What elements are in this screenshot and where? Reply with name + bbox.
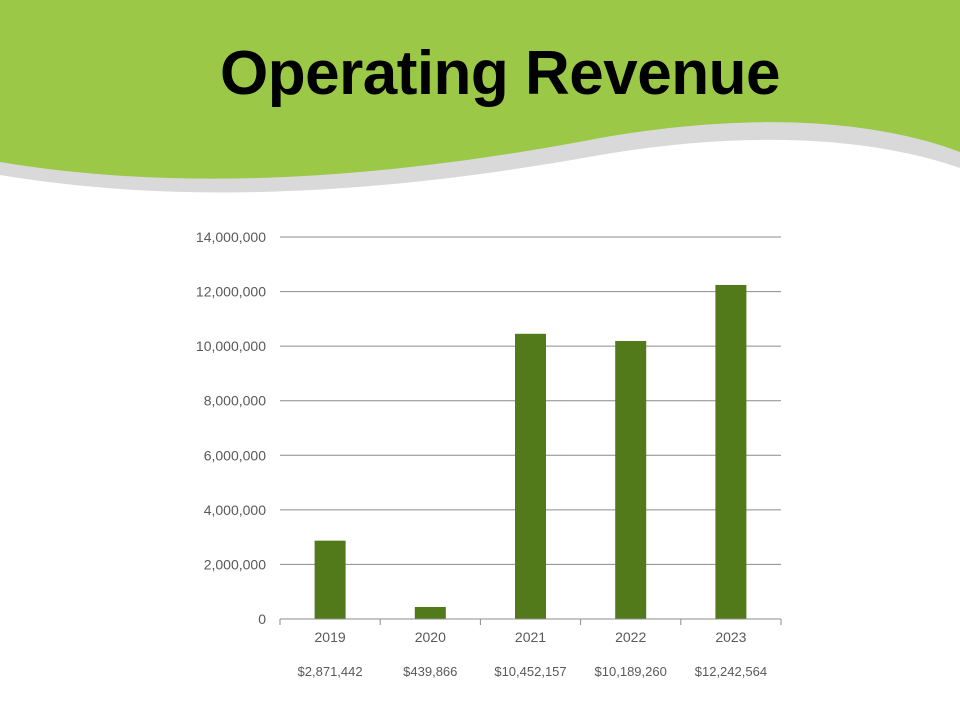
bar-2023: [715, 284, 747, 619]
y-tick-label: 2,000,000: [204, 556, 266, 572]
y-tick-label: 10,000,000: [196, 338, 266, 354]
y-tick-label: 4,000,000: [204, 502, 266, 518]
y-tick-label: 8,000,000: [204, 393, 266, 409]
header-banner: [0, 0, 960, 193]
value-label: $2,871,442: [298, 664, 363, 679]
bar-2019: [314, 540, 346, 619]
bar-2022: [615, 340, 647, 619]
value-label: $12,242,564: [695, 664, 767, 679]
y-axis-tick-labels: 0 2,000,000 4,000,000 6,000,000 8,000,000 10,…: [196, 229, 266, 627]
y-tick-label: 6,000,000: [204, 447, 266, 463]
bar-2020: [414, 606, 446, 619]
value-label: $439,866: [403, 664, 457, 679]
x-tick-label: 2020: [415, 629, 446, 645]
y-tick-label: 14,000,000: [196, 229, 266, 245]
page-title: Operating Revenue: [220, 39, 780, 108]
y-tick-label: 0: [258, 611, 266, 627]
bars: [314, 284, 747, 619]
x-tick-label: 2021: [515, 629, 546, 645]
y-tick-label: 12,000,000: [196, 284, 266, 300]
bar-2021: [515, 333, 546, 619]
x-tick-label: 2019: [315, 629, 346, 645]
x-tick-label: 2022: [615, 629, 646, 645]
x-axis-tick-labels: 2019 2020 2021 2022 2023: [315, 629, 747, 645]
header-green-band: [0, 0, 960, 179]
x-axis: [279, 618, 782, 625]
x-tick-label: 2023: [715, 629, 746, 645]
value-label: $10,189,260: [595, 664, 667, 679]
value-labels: $2,871,442 $439,866 $10,452,157 $10,189,260…: [298, 664, 767, 679]
value-label: $10,452,157: [494, 664, 566, 679]
